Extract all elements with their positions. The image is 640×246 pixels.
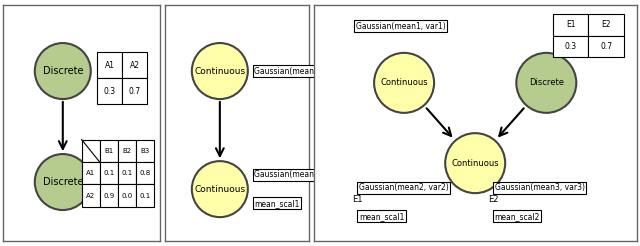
Text: 0.8: 0.8: [139, 170, 150, 176]
Bar: [553, 36, 588, 57]
Text: 0.9: 0.9: [103, 193, 115, 199]
Text: Discrete: Discrete: [529, 78, 564, 87]
Text: 0.7: 0.7: [600, 42, 612, 51]
Text: Gaussian(mean2, var2): Gaussian(mean2, var2): [255, 170, 344, 179]
Bar: [136, 184, 154, 207]
Text: A2: A2: [130, 61, 140, 70]
Text: B2: B2: [122, 148, 131, 154]
Text: Continuous: Continuous: [195, 185, 245, 194]
Text: 0.0: 0.0: [121, 193, 132, 199]
Bar: [118, 139, 136, 162]
Ellipse shape: [445, 133, 505, 193]
Text: Discrete: Discrete: [42, 66, 83, 76]
Bar: [122, 52, 147, 78]
Bar: [118, 184, 136, 207]
Text: 0.1: 0.1: [139, 193, 150, 199]
Bar: [100, 162, 118, 184]
Bar: [97, 78, 122, 104]
Ellipse shape: [35, 154, 91, 210]
Bar: [82, 162, 100, 184]
Text: mean_scal1: mean_scal1: [359, 212, 404, 221]
Text: Continuous: Continuous: [380, 78, 428, 87]
Ellipse shape: [516, 53, 576, 113]
Bar: [588, 14, 624, 36]
Text: E2: E2: [602, 20, 611, 30]
Ellipse shape: [374, 53, 434, 113]
Text: 0.3: 0.3: [564, 42, 577, 51]
Text: Continuous: Continuous: [195, 67, 245, 76]
Bar: [553, 14, 588, 36]
Text: B3: B3: [140, 148, 149, 154]
Ellipse shape: [192, 161, 248, 217]
Text: E1: E1: [566, 20, 575, 30]
Text: Gaussian(mean1, var1): Gaussian(mean1, var1): [255, 67, 344, 76]
Text: Gaussian(mean3, var3): Gaussian(mean3, var3): [495, 184, 584, 192]
Bar: [82, 139, 100, 162]
Text: 0.1: 0.1: [121, 170, 132, 176]
Bar: [136, 139, 154, 162]
Bar: [100, 139, 118, 162]
Text: A1: A1: [105, 61, 115, 70]
Bar: [97, 52, 122, 78]
Bar: [136, 162, 154, 184]
Text: Gaussian(mean2, var2): Gaussian(mean2, var2): [359, 184, 449, 192]
Text: Gaussian(mean1, var1): Gaussian(mean1, var1): [356, 22, 445, 31]
Text: A1: A1: [86, 170, 95, 176]
Text: A2: A2: [86, 193, 95, 199]
Text: 0.3: 0.3: [104, 87, 116, 96]
Text: Discrete: Discrete: [42, 177, 83, 187]
Bar: [122, 78, 147, 104]
Ellipse shape: [192, 43, 248, 99]
Text: 0.7: 0.7: [129, 87, 141, 96]
Text: E2: E2: [488, 195, 499, 204]
Text: E1: E1: [353, 195, 363, 204]
Text: B1: B1: [104, 148, 113, 154]
Bar: [82, 184, 100, 207]
Text: mean_scal1: mean_scal1: [255, 199, 300, 208]
Text: Continuous: Continuous: [451, 159, 499, 168]
Ellipse shape: [35, 43, 91, 99]
Bar: [588, 36, 624, 57]
Text: 0.1: 0.1: [103, 170, 115, 176]
Bar: [118, 162, 136, 184]
Text: mean_scal2: mean_scal2: [495, 212, 540, 221]
Bar: [100, 184, 118, 207]
